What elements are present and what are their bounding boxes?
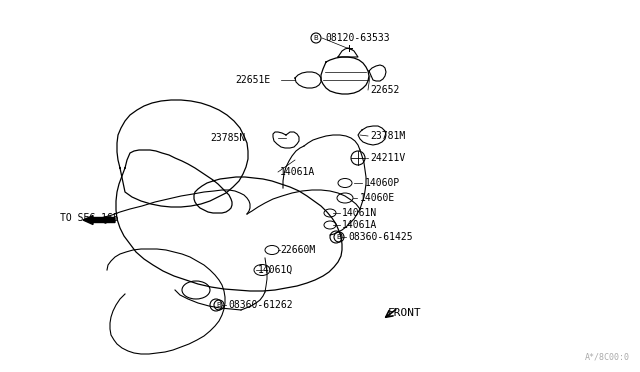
Text: 23785N: 23785N	[210, 133, 245, 143]
Text: 08120-63533: 08120-63533	[325, 33, 390, 43]
FancyArrow shape	[83, 215, 115, 224]
Text: 14061Q: 14061Q	[258, 265, 293, 275]
Text: 14061N: 14061N	[342, 208, 377, 218]
Text: 14061A: 14061A	[280, 167, 316, 177]
Text: B: B	[314, 35, 318, 41]
Text: 23781M: 23781M	[370, 131, 405, 141]
Text: 14061A: 14061A	[342, 220, 377, 230]
Text: 14060P: 14060P	[365, 178, 400, 188]
Text: 08360-61262: 08360-61262	[228, 300, 292, 310]
Text: 24211V: 24211V	[370, 153, 405, 163]
Text: 22652: 22652	[370, 85, 399, 95]
Text: 08360-61425: 08360-61425	[348, 232, 413, 242]
Text: B: B	[337, 234, 341, 240]
Text: A*/8C00:0: A*/8C00:0	[585, 353, 630, 362]
Text: 14060E: 14060E	[360, 193, 396, 203]
Text: FRONT: FRONT	[388, 308, 422, 318]
Text: 22651E: 22651E	[235, 75, 270, 85]
Text: TO SEC.165: TO SEC.165	[60, 213, 119, 223]
Text: 22660M: 22660M	[280, 245, 316, 255]
Text: B: B	[216, 302, 221, 308]
